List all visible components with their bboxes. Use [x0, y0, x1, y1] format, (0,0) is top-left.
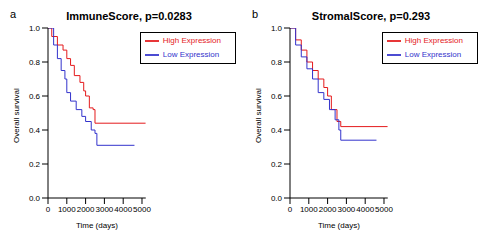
svg-text:0.6: 0.6 — [29, 92, 41, 101]
svg-text:1000: 1000 — [58, 205, 76, 214]
svg-text:0.0: 0.0 — [29, 194, 41, 203]
html-text:StromalScore, p=0.293: StromalScore, p=0.293 — [311, 10, 431, 22]
svg-text:Time (days): Time (days) — [318, 221, 360, 230]
html-text:Low Expression: Low Expression — [404, 50, 462, 60]
svg-text:1.0: 1.0 — [29, 24, 41, 33]
svg-text:5000: 5000 — [133, 205, 151, 214]
html-text:High Expression: High Expression — [162, 36, 221, 46]
svg-text:4000: 4000 — [114, 205, 132, 214]
svg-text:0.8: 0.8 — [29, 58, 41, 67]
svg-text:0: 0 — [46, 205, 51, 214]
svg-text:Overall survival: Overall survival — [254, 88, 263, 143]
svg-text:0.4: 0.4 — [271, 126, 283, 135]
svg-text:0.0: 0.0 — [271, 194, 283, 203]
svg-text:2000: 2000 — [319, 205, 337, 214]
html-text:Low Expression: Low Expression — [162, 50, 220, 60]
svg-text:3000: 3000 — [95, 205, 113, 214]
svg-text:0.2: 0.2 — [29, 160, 41, 169]
svg-text:Overall survival: Overall survival — [12, 88, 21, 143]
svg-text:3000: 3000 — [337, 205, 355, 214]
html-text:a: a — [10, 8, 17, 20]
svg-text:0.8: 0.8 — [271, 58, 283, 67]
svg-text:Time (days): Time (days) — [76, 221, 118, 230]
svg-text:5000: 5000 — [375, 205, 393, 214]
html-text:ImmuneScore, p=0.0283: ImmuneScore, p=0.0283 — [66, 10, 192, 22]
svg-text:0: 0 — [288, 205, 293, 214]
html-text:b: b — [252, 8, 259, 20]
svg-text:0.2: 0.2 — [271, 160, 283, 169]
html-text:High Expression: High Expression — [404, 36, 463, 46]
svg-text:1.0: 1.0 — [271, 24, 283, 33]
svg-text:4000: 4000 — [356, 205, 374, 214]
svg-text:2000: 2000 — [77, 205, 95, 214]
svg-text:0.4: 0.4 — [29, 126, 41, 135]
svg-text:0.6: 0.6 — [271, 92, 283, 101]
svg-text:1000: 1000 — [300, 205, 318, 214]
